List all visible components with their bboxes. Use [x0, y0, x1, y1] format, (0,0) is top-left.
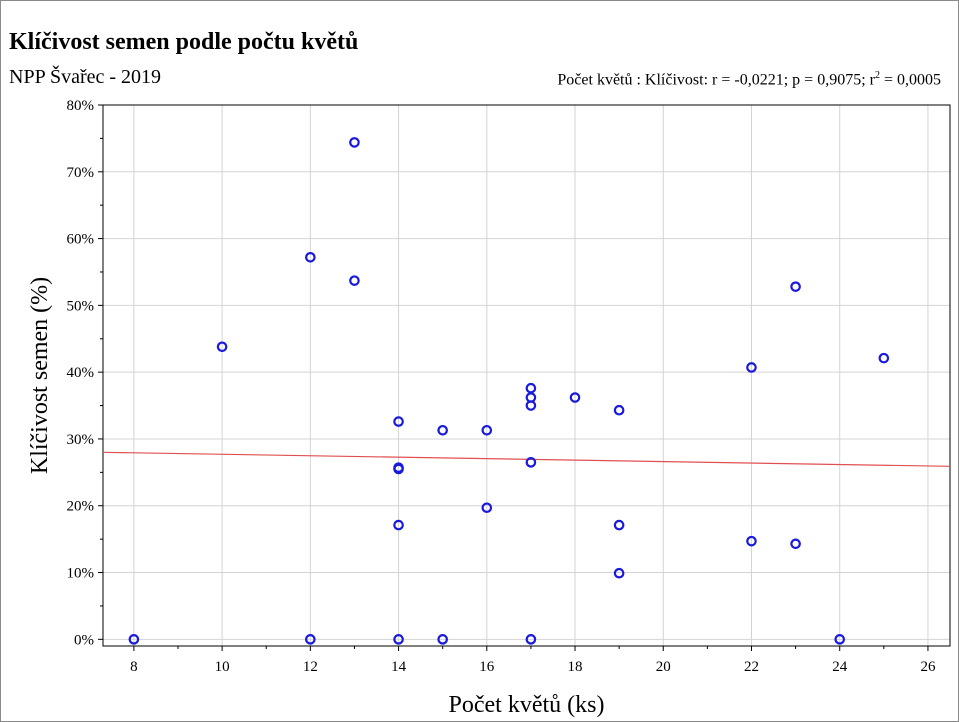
- stats-suffix: = 0,0005: [879, 71, 941, 89]
- axis-ticks: 8 10 12 14 16 18 20 22 24 26 0% 10% 20% 30% 40% 50% 60% 7…: [67, 98, 936, 675]
- data-point: [790, 281, 801, 292]
- data-point: [216, 341, 228, 353]
- data-point: [569, 392, 581, 403]
- data-point: [525, 634, 537, 645]
- correlation-stats: Počet květů : Klíčivost: r = -0,0221; p …: [557, 70, 941, 89]
- stats-prefix: Počet květů : Klíčivost: r = -0,0221; p …: [557, 71, 875, 89]
- y-tick-label: 10%: [67, 566, 95, 582]
- chart-subtitle: NPP Švařec - 2019: [9, 66, 162, 88]
- y-tick-label: 60%: [67, 232, 95, 248]
- x-tick-label: 10: [215, 659, 230, 675]
- y-tick-label: 40%: [67, 365, 95, 381]
- x-tick-label: 8: [130, 659, 138, 675]
- x-tick-label: 26: [920, 659, 936, 675]
- data-point: [525, 457, 537, 468]
- data-point: [746, 535, 757, 547]
- y-tick-label: 80%: [67, 98, 95, 114]
- data-point: [613, 519, 625, 531]
- data-point: [834, 634, 846, 645]
- data-point: [746, 362, 757, 373]
- chart-title: Klíčivost semen podle počtu květů: [9, 29, 359, 55]
- data-point: [393, 519, 404, 531]
- data-point: [393, 634, 404, 645]
- data-point: [525, 400, 537, 411]
- data-point: [613, 404, 625, 416]
- data-point: [525, 382, 537, 394]
- x-tick-label: 22: [744, 659, 759, 675]
- data-point: [613, 567, 625, 579]
- y-tick-label: 0%: [74, 632, 94, 648]
- x-tick-label: 12: [303, 659, 318, 675]
- data-point: [790, 538, 801, 550]
- data-point: [878, 352, 890, 364]
- x-tick-label: 20: [656, 659, 671, 675]
- y-tick-label: 20%: [67, 499, 95, 515]
- data-point: [481, 502, 493, 514]
- data-point: [349, 137, 360, 148]
- regression-line: [102, 451, 951, 467]
- data-point: [305, 634, 316, 645]
- data-point: [437, 424, 448, 436]
- data-point: [128, 634, 140, 645]
- plot-area: [102, 104, 951, 647]
- data-point: [349, 275, 360, 286]
- data-point: [437, 634, 448, 645]
- y-tick-label: 30%: [67, 432, 95, 448]
- data-point: [393, 463, 404, 475]
- y-axis-title: Klíčivost semen (%): [27, 277, 53, 474]
- data-points: [128, 137, 890, 645]
- y-tick-label: 50%: [67, 298, 95, 314]
- data-point: [305, 251, 316, 263]
- data-point: [393, 416, 404, 427]
- x-tick-label: 14: [391, 659, 407, 675]
- grid-lines: [103, 104, 950, 646]
- data-point: [481, 424, 493, 436]
- y-tick-label: 70%: [67, 165, 95, 181]
- regression-line-group: [102, 451, 951, 467]
- stats-exponent: 2: [874, 70, 880, 81]
- x-tick-label: 24: [832, 659, 848, 675]
- x-tick-label: 16: [479, 659, 495, 675]
- x-tick-label: 18: [568, 659, 583, 675]
- x-axis-title: Počet květů (ks): [449, 692, 605, 718]
